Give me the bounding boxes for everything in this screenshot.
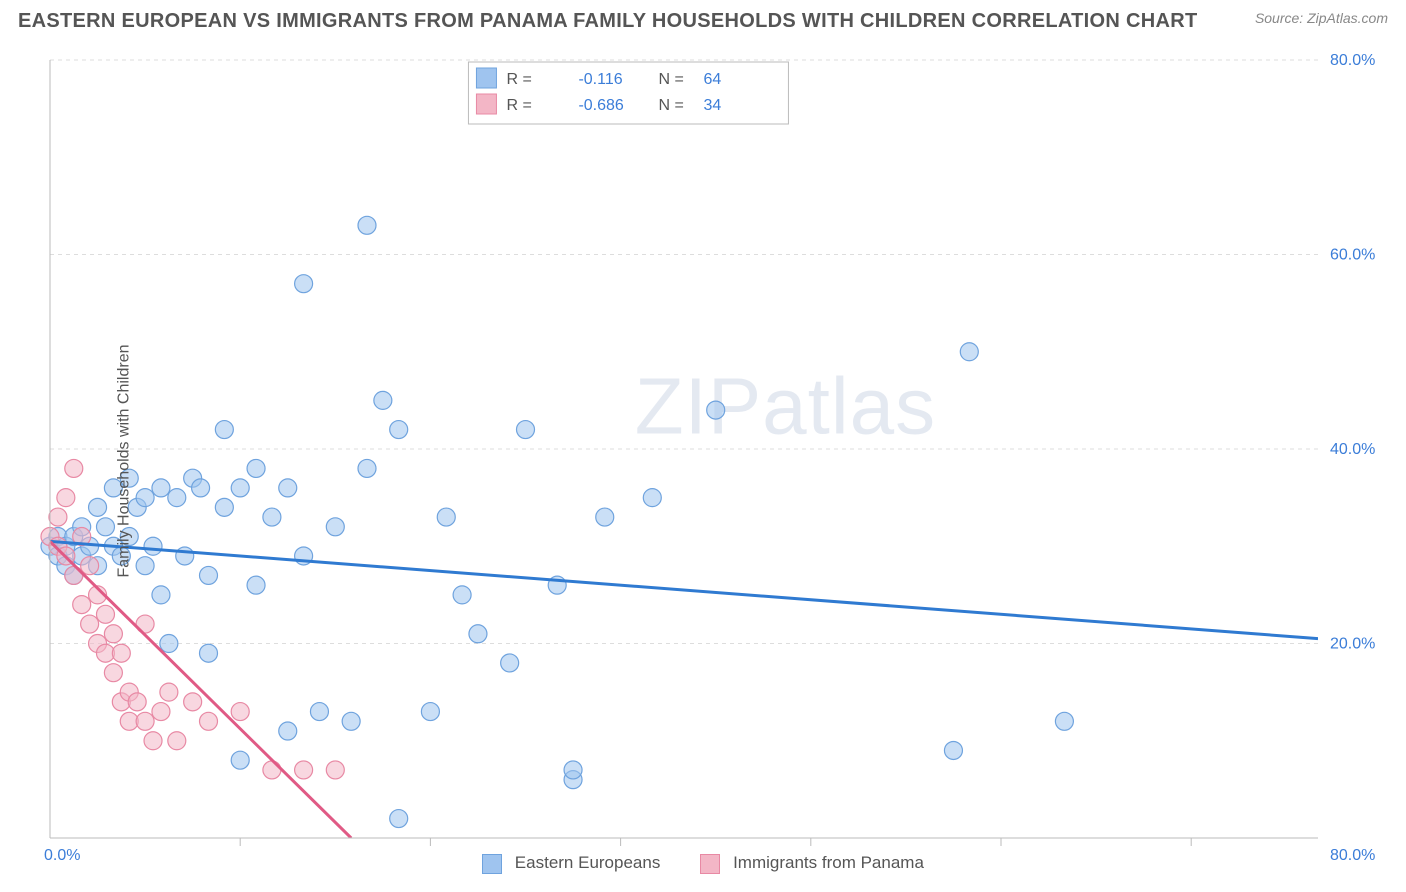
legend-label-pink: Immigrants from Panama (733, 853, 924, 872)
svg-text:64: 64 (703, 71, 721, 88)
svg-text:-0.686: -0.686 (578, 97, 623, 114)
page-title: EASTERN EUROPEAN VS IMMIGRANTS FROM PANA… (18, 10, 1197, 33)
svg-text:34: 34 (703, 97, 721, 114)
legend-swatch-pink (700, 854, 720, 874)
legend-item-blue: Eastern Europeans (482, 853, 660, 874)
chart-container: Family Households with Children ZIPatlas… (18, 48, 1388, 874)
svg-text:20.0%: 20.0% (1330, 636, 1375, 653)
svg-text:-0.116: -0.116 (578, 71, 622, 88)
svg-text:40.0%: 40.0% (1330, 441, 1375, 458)
legend-swatch-blue (482, 854, 502, 874)
legend-label-blue: Eastern Europeans (515, 853, 661, 872)
legend-item-pink: Immigrants from Panama (700, 853, 924, 874)
svg-text:ZIPatlas: ZIPatlas (635, 361, 936, 450)
bottom-legend: Eastern Europeans Immigrants from Panama (18, 853, 1388, 874)
svg-text:N =: N = (658, 71, 683, 88)
source-attribution: Source: ZipAtlas.com (1255, 10, 1388, 26)
y-axis-label: Family Households with Children (115, 345, 133, 578)
svg-text:60.0%: 60.0% (1330, 247, 1375, 264)
svg-text:R =: R = (506, 71, 531, 88)
correlation-scatter-chart: ZIPatlas20.0%40.0%60.0%80.0%0.0%80.0%R =… (18, 48, 1388, 874)
svg-text:N =: N = (658, 97, 683, 114)
svg-text:80.0%: 80.0% (1330, 52, 1375, 69)
svg-text:R =: R = (506, 97, 531, 114)
